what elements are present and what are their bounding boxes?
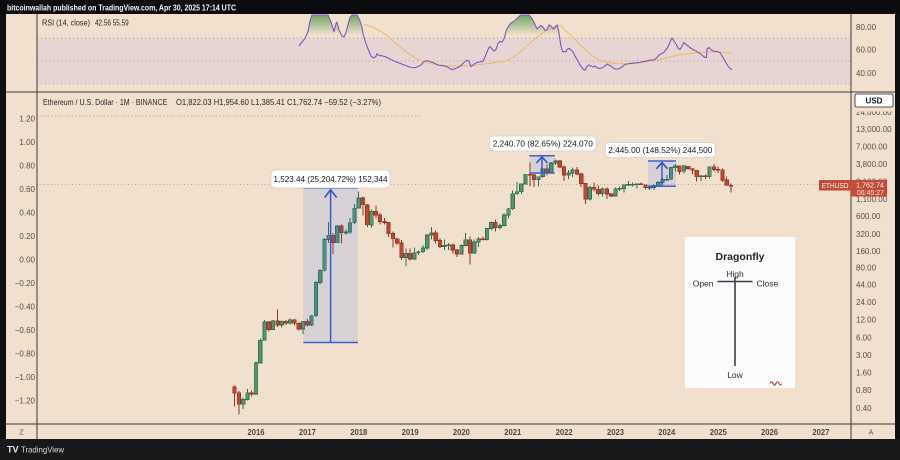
svg-text:3,800.00: 3,800.00 bbox=[856, 160, 888, 169]
svg-text:6.00: 6.00 bbox=[856, 333, 872, 342]
svg-text:2025: 2025 bbox=[710, 428, 728, 437]
svg-text:bitcoinwallah published on Tra: bitcoinwallah published on TradingView.c… bbox=[7, 3, 236, 12]
svg-text:USD: USD bbox=[866, 97, 883, 106]
svg-text:High: High bbox=[726, 269, 744, 279]
svg-text:−1.00: −1.00 bbox=[15, 373, 36, 382]
svg-text:2027: 2027 bbox=[812, 428, 830, 437]
svg-text:Close: Close bbox=[757, 279, 779, 289]
svg-text:2021: 2021 bbox=[504, 428, 522, 437]
svg-text:24,000.00: 24,000.00 bbox=[856, 108, 892, 117]
svg-text:−0.60: −0.60 bbox=[15, 326, 36, 335]
svg-text:0.40: 0.40 bbox=[856, 404, 872, 413]
svg-text:13,000.00: 13,000.00 bbox=[856, 125, 892, 134]
svg-text:2023: 2023 bbox=[607, 428, 625, 437]
svg-text:−0.40: −0.40 bbox=[15, 303, 36, 312]
svg-text:40.00: 40.00 bbox=[856, 69, 877, 78]
svg-text:RSI (14, close): RSI (14, close) bbox=[42, 18, 90, 27]
svg-text:1,100.00: 1,100.00 bbox=[856, 195, 888, 204]
svg-text:0.40: 0.40 bbox=[19, 209, 35, 218]
svg-text:42.56: 42.56 bbox=[95, 18, 111, 27]
svg-text:1.00: 1.00 bbox=[19, 138, 35, 147]
svg-text:Ethereum / U.S. Dollar · 1M ·: Ethereum / U.S. Dollar · 1M · BINANCE bbox=[43, 98, 167, 107]
svg-text:O1,822.03 H1,954.60 L1,385.41: O1,822.03 H1,954.60 L1,385.41 C1,762.74 … bbox=[176, 98, 381, 107]
svg-text:−0.20: −0.20 bbox=[15, 279, 36, 288]
svg-text:−0.80: −0.80 bbox=[15, 350, 36, 359]
svg-text:60.00: 60.00 bbox=[856, 46, 877, 55]
svg-text:Dragonfly: Dragonfly bbox=[715, 251, 764, 263]
svg-text:80.00: 80.00 bbox=[856, 23, 877, 32]
svg-text:80.00: 80.00 bbox=[856, 264, 877, 273]
svg-text:2018: 2018 bbox=[350, 428, 368, 437]
svg-text:12.00: 12.00 bbox=[856, 316, 877, 325]
svg-text:TradingView: TradingView bbox=[21, 444, 65, 454]
svg-text:2026: 2026 bbox=[761, 428, 779, 437]
svg-text:2020: 2020 bbox=[453, 428, 471, 437]
svg-text:1,523.44 (25,204.72%) 152,344: 1,523.44 (25,204.72%) 152,344 bbox=[274, 174, 388, 184]
svg-text:0.80: 0.80 bbox=[856, 386, 872, 395]
svg-text:2017: 2017 bbox=[299, 428, 317, 437]
svg-text:160.00: 160.00 bbox=[856, 247, 881, 256]
svg-text:2019: 2019 bbox=[402, 428, 420, 437]
svg-text:0.60: 0.60 bbox=[19, 185, 35, 194]
svg-text:1.60: 1.60 bbox=[856, 369, 872, 378]
svg-text:600.00: 600.00 bbox=[856, 212, 881, 221]
svg-text:3.00: 3.00 bbox=[856, 351, 872, 360]
svg-text:2,240.70 (82.65%) 224,070: 2,240.70 (82.65%) 224,070 bbox=[493, 139, 593, 149]
svg-text:24.00: 24.00 bbox=[856, 298, 877, 307]
svg-text:ETHUSD: ETHUSD bbox=[822, 181, 850, 190]
svg-text:1,762.74: 1,762.74 bbox=[856, 180, 884, 189]
svg-text:2022: 2022 bbox=[556, 428, 574, 437]
svg-text:1.20: 1.20 bbox=[19, 115, 35, 124]
svg-text:0.20: 0.20 bbox=[19, 232, 35, 241]
svg-text:TV: TV bbox=[7, 445, 19, 455]
svg-text:44.00: 44.00 bbox=[856, 281, 877, 290]
svg-text:2016: 2016 bbox=[248, 428, 266, 437]
svg-text:0.80: 0.80 bbox=[19, 162, 35, 171]
svg-text:06:45:27: 06:45:27 bbox=[857, 188, 884, 197]
svg-text:Z: Z bbox=[19, 430, 24, 437]
svg-text:55.59: 55.59 bbox=[113, 18, 129, 27]
svg-text:320.00: 320.00 bbox=[856, 230, 881, 239]
svg-text:2024: 2024 bbox=[658, 428, 676, 437]
svg-text:A: A bbox=[869, 430, 874, 437]
svg-text:2,445.00 (148.52%) 244,500: 2,445.00 (148.52%) 244,500 bbox=[608, 145, 712, 155]
svg-text:−1.20: −1.20 bbox=[15, 397, 36, 406]
svg-text:7,000.00: 7,000.00 bbox=[856, 143, 888, 152]
svg-text:Open: Open bbox=[693, 279, 714, 289]
svg-text:0.00: 0.00 bbox=[19, 256, 35, 265]
svg-text:Low: Low bbox=[727, 370, 743, 380]
